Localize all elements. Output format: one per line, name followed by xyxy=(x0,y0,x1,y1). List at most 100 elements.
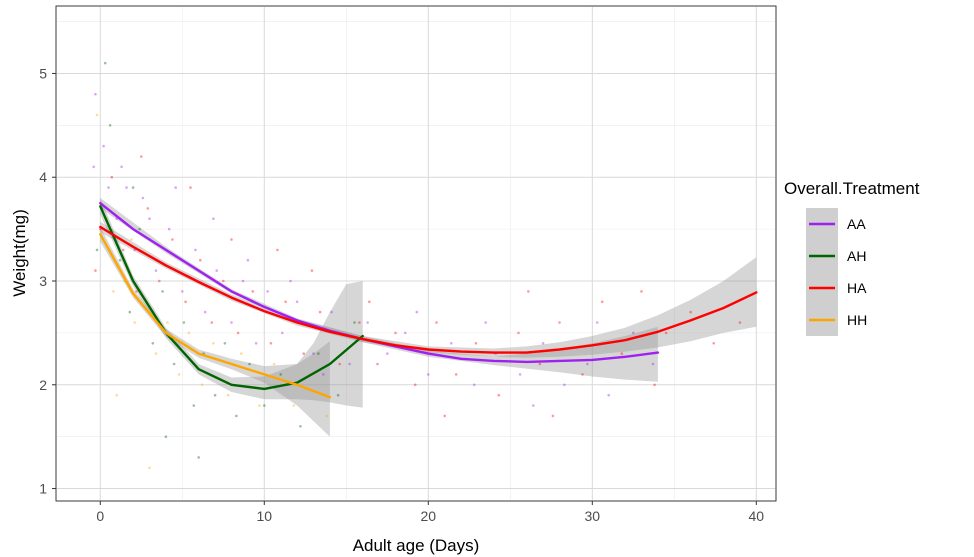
scatter-point-ha xyxy=(600,300,604,304)
smooth-line-ah xyxy=(99,205,364,391)
scatter-point-ha xyxy=(527,290,530,293)
scatter-point-ah xyxy=(299,425,302,428)
scatter-point-ha xyxy=(210,321,214,324)
scatter-point-ha xyxy=(184,300,187,304)
scatter-point-ah xyxy=(197,456,200,459)
smooth-line-hh xyxy=(99,233,332,399)
scatter-point-hh xyxy=(212,342,215,345)
scatter-point-ha xyxy=(558,321,561,324)
scatter-point-aa xyxy=(366,321,369,324)
scatter-point-ha xyxy=(738,321,742,324)
scatter-point-ha xyxy=(236,331,240,335)
plot-panel-border xyxy=(55,5,777,502)
scatter-point-ah xyxy=(108,124,112,127)
scatter-point-ah xyxy=(263,404,266,407)
plot-panel-background xyxy=(55,5,777,502)
scatter-point-hh xyxy=(148,466,151,470)
scatter-point-hh xyxy=(187,331,191,335)
scatter-point-ah xyxy=(213,393,217,397)
scatter-point-ha xyxy=(551,414,555,418)
scatter-point-aa xyxy=(125,186,128,189)
y-tick-label: 3 xyxy=(39,273,47,289)
scatter-point-ha xyxy=(135,290,138,293)
scatter-point-aa xyxy=(181,290,184,293)
scatter-point-hh xyxy=(272,362,276,366)
gridlines-major xyxy=(56,6,776,501)
scatter-point-aa xyxy=(484,321,488,324)
y-tick-label: 2 xyxy=(39,377,47,393)
scatter-point-ah xyxy=(353,321,356,324)
scatter-point-ah xyxy=(131,186,135,189)
legend-label-ah: AH xyxy=(847,248,866,264)
legend-label-aa: AA xyxy=(847,216,866,232)
scatter-point-ah xyxy=(182,321,186,324)
scatter-point-aa xyxy=(215,269,218,272)
scatter-point-ah xyxy=(172,362,176,366)
scatter-point-aa xyxy=(563,383,566,387)
scatter-point-hh xyxy=(166,321,169,324)
scatter-point-ha xyxy=(121,248,125,252)
smooth-line-ha xyxy=(99,225,758,354)
scatter-point-ha xyxy=(653,383,656,387)
scatter-point-aa xyxy=(141,196,145,200)
scatter-point-aa xyxy=(472,383,476,387)
scatter-point-aa xyxy=(532,404,535,407)
scatter-point-hh xyxy=(112,290,115,293)
scatter-point-hh xyxy=(325,414,328,418)
scatter-point-ah xyxy=(128,310,132,314)
scatter-point-aa xyxy=(94,92,97,96)
legend-label-ha: HA xyxy=(847,280,867,296)
scatter-point-hh xyxy=(115,393,118,397)
gridlines-minor xyxy=(56,6,776,501)
legend-title: Overall.Treatment xyxy=(784,179,920,198)
scatter-point-aa xyxy=(322,373,325,376)
confidence-band-ah xyxy=(100,198,363,408)
y-tick-label: 5 xyxy=(39,65,47,81)
x-tick-label: 20 xyxy=(421,508,437,524)
scatter-point-ha xyxy=(222,279,225,283)
scatter-point-ha xyxy=(640,290,643,293)
scatter-point-ha xyxy=(581,373,584,376)
scatter-point-ah xyxy=(248,362,251,366)
scatter-point-ha xyxy=(443,414,447,418)
scatter-point-ha xyxy=(140,155,143,158)
scatter-point-aa xyxy=(595,321,599,324)
y-tick-label: 4 xyxy=(39,169,47,185)
scatter-point-ha xyxy=(302,352,306,355)
x-tick-label: 0 xyxy=(96,508,104,524)
scatter-point-ha xyxy=(158,279,161,283)
scatter-point-ha xyxy=(199,258,202,262)
scatter-point-ha xyxy=(664,331,668,335)
scatter-point-ha xyxy=(276,248,279,252)
scatter-point-aa xyxy=(212,217,215,220)
scatter-point-hh xyxy=(133,321,136,324)
scatter-point-ah xyxy=(151,342,155,345)
scatter-point-aa xyxy=(295,300,299,304)
scatter-point-ha xyxy=(376,362,379,366)
scatter-point-ha xyxy=(269,342,273,345)
scatter-point-aa xyxy=(154,269,158,272)
scatter-point-aa xyxy=(230,321,233,324)
scatter-point-ah xyxy=(161,290,164,293)
scatter-point-aa xyxy=(312,352,315,355)
scatter-point-aa xyxy=(404,331,407,335)
scatter-point-ha xyxy=(454,373,458,376)
scatter-point-aa xyxy=(348,362,351,366)
scatter-point-ha xyxy=(171,238,174,241)
scatter-point-aa xyxy=(246,258,250,262)
x-tick-label: 30 xyxy=(585,508,601,524)
scatter-point-ha xyxy=(474,342,478,345)
scatter-point-aa xyxy=(174,186,177,189)
scatter-point-ha xyxy=(310,269,314,272)
scatter-point-ha xyxy=(230,238,233,241)
scatter-point-aa xyxy=(415,310,419,314)
scatter-point-aa xyxy=(427,373,430,376)
scatter-point-aa xyxy=(266,290,269,293)
scatter-point-aa xyxy=(386,352,389,355)
scatter-point-hh xyxy=(292,404,296,407)
x-axis-title: Adult age (Days) xyxy=(353,536,480,555)
scatter-point-aa xyxy=(194,248,197,252)
confidence-bands xyxy=(100,198,757,437)
scatter-point-ah xyxy=(192,404,196,407)
y-tick-label: 1 xyxy=(39,481,47,497)
